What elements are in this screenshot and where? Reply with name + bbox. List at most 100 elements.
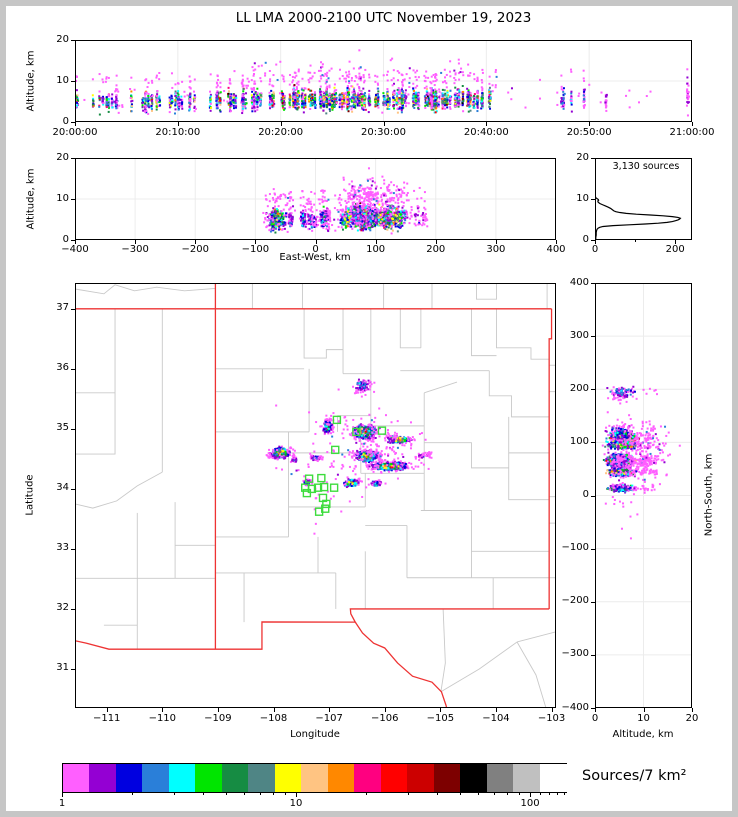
x-tick-mark bbox=[589, 122, 591, 126]
y-tick-label: −100 bbox=[561, 542, 589, 554]
x-tick-mark bbox=[259, 792, 261, 795]
x-tick-mark bbox=[296, 792, 298, 797]
colorbar-segment bbox=[63, 764, 91, 792]
x-tick-mark bbox=[280, 122, 282, 126]
y-tick-mark bbox=[71, 40, 75, 41]
x-tick-mark bbox=[162, 708, 164, 712]
x-tick-label: −103 bbox=[537, 713, 566, 724]
y-tick-mark bbox=[591, 199, 595, 200]
source-count-annotation: 3,130 sources bbox=[612, 161, 680, 172]
x-tick-label: 20:10:00 bbox=[155, 127, 201, 138]
x-tick-mark bbox=[459, 792, 461, 795]
y-tick-mark bbox=[591, 708, 595, 709]
x-tick-label: 21:00:00 bbox=[669, 127, 715, 138]
colorbar-segment bbox=[407, 764, 435, 792]
x-tick-mark bbox=[595, 708, 596, 712]
x-tick-mark bbox=[177, 122, 179, 126]
y-tick-mark bbox=[591, 158, 595, 159]
x-tick-label: 0 bbox=[312, 244, 319, 255]
y-tick-label: 34 bbox=[56, 482, 69, 494]
y-tick-label: −300 bbox=[561, 648, 589, 660]
colorbar-segment bbox=[142, 764, 170, 792]
x-tick-label: 200 bbox=[426, 244, 446, 255]
colorbar-segment bbox=[89, 764, 117, 792]
x-tick-mark bbox=[692, 122, 693, 126]
x-tick-mark bbox=[530, 792, 532, 797]
x-tick-label: −400 bbox=[61, 244, 89, 255]
x-tick-label: 20:00:00 bbox=[52, 127, 98, 138]
colorbar-tick-label: 1 bbox=[58, 798, 66, 809]
ns-height-xlabel: Altitude, km bbox=[612, 729, 674, 740]
y-tick-mark bbox=[591, 336, 595, 338]
x-tick-mark bbox=[556, 240, 557, 244]
x-tick-mark bbox=[366, 792, 368, 795]
y-tick-label: −400 bbox=[561, 701, 589, 713]
y-tick-label: 0 bbox=[62, 233, 69, 245]
y-tick-label: 35 bbox=[56, 422, 69, 434]
x-tick-label: −107 bbox=[315, 713, 343, 724]
panel-northsouth-height bbox=[595, 283, 692, 708]
x-tick-mark bbox=[519, 792, 521, 795]
colorbar-tick-label: 10 bbox=[289, 798, 303, 809]
colorbar-segment bbox=[354, 764, 382, 792]
x-tick-mark bbox=[495, 708, 497, 712]
x-tick-label: 20:30:00 bbox=[361, 127, 406, 138]
y-tick-label: 100 bbox=[569, 435, 589, 447]
y-tick-label: 20 bbox=[576, 151, 589, 163]
x-tick-mark bbox=[556, 792, 558, 795]
y-tick-mark bbox=[71, 81, 75, 82]
colorbar-segment bbox=[301, 764, 329, 792]
y-tick-mark bbox=[71, 199, 75, 200]
ns-height-ylabel: North-South, km bbox=[703, 453, 715, 537]
x-tick-mark bbox=[255, 240, 257, 244]
y-tick-label: 0 bbox=[582, 489, 589, 500]
x-tick-mark bbox=[202, 792, 204, 795]
eastwest-height-canvas bbox=[75, 158, 556, 240]
x-tick-mark bbox=[564, 792, 566, 795]
x-tick-label: −100 bbox=[241, 244, 270, 255]
y-tick-mark bbox=[591, 389, 595, 391]
x-tick-mark bbox=[495, 240, 497, 244]
colorbar-segment bbox=[274, 764, 302, 792]
y-tick-label: 32 bbox=[56, 602, 69, 614]
y-tick-mark bbox=[71, 308, 75, 310]
x-tick-mark bbox=[493, 792, 495, 795]
y-tick-label: 10 bbox=[576, 192, 589, 204]
x-tick-label: −108 bbox=[259, 713, 288, 724]
y-tick-mark bbox=[71, 548, 75, 550]
x-tick-mark bbox=[551, 708, 553, 712]
y-tick-label: 300 bbox=[569, 329, 589, 341]
x-tick-mark bbox=[548, 792, 550, 795]
y-tick-mark bbox=[71, 158, 75, 159]
x-tick-label: −106 bbox=[370, 713, 399, 724]
altitude-histogram-canvas bbox=[595, 158, 692, 240]
x-tick-label: −110 bbox=[148, 713, 177, 724]
panel-eastwest-height bbox=[75, 158, 556, 240]
x-tick-mark bbox=[273, 708, 275, 712]
colorbar-tick-label: 100 bbox=[520, 798, 540, 809]
x-tick-mark bbox=[375, 240, 377, 244]
x-tick-label: 300 bbox=[486, 244, 506, 255]
x-tick-label: 100 bbox=[366, 244, 386, 255]
x-tick-label: −109 bbox=[204, 713, 232, 724]
y-tick-label: 10 bbox=[56, 192, 69, 204]
y-tick-mark bbox=[71, 428, 75, 430]
x-tick-label: 400 bbox=[546, 244, 566, 255]
y-tick-label: 400 bbox=[569, 276, 589, 288]
y-tick-label: 200 bbox=[569, 382, 589, 394]
y-tick-label: 10 bbox=[56, 74, 69, 86]
x-tick-mark bbox=[440, 708, 442, 712]
panel-time-height bbox=[75, 40, 692, 122]
y-tick-label: −200 bbox=[561, 595, 589, 607]
x-tick-mark bbox=[635, 240, 637, 242]
x-tick-mark bbox=[135, 240, 137, 244]
colorbar-label: Sources/7 km² bbox=[582, 768, 687, 784]
colorbar-segment bbox=[513, 764, 541, 792]
colorbar-segment bbox=[115, 764, 143, 792]
y-tick-label: 0 bbox=[582, 233, 589, 245]
y-tick-mark bbox=[591, 283, 595, 284]
colorbar-segment bbox=[248, 764, 276, 792]
time-height-canvas bbox=[75, 40, 692, 122]
eastwest-xlabel: East-West, km bbox=[279, 252, 351, 263]
x-tick-mark bbox=[383, 122, 385, 126]
